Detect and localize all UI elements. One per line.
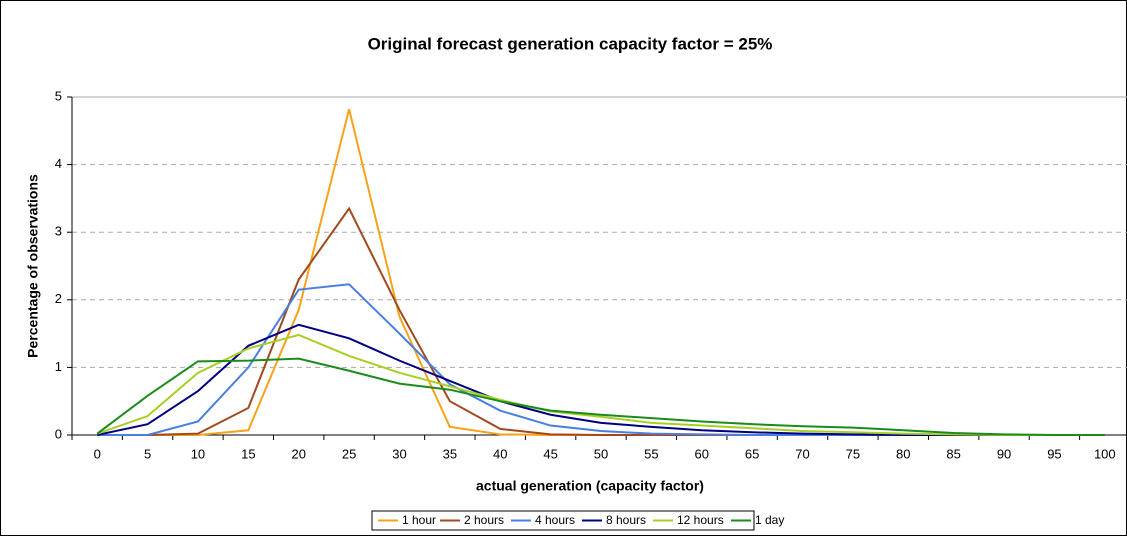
legend-label: 4 hours	[535, 513, 575, 527]
x-tick-label: 50	[594, 446, 608, 461]
x-tick-label: 30	[392, 446, 406, 461]
y-tick-label: 2	[55, 291, 62, 306]
x-tick-label: 0	[94, 446, 101, 461]
legend: 1 hour 2 hours 4 hours 8 hours 12 hours 1 day	[371, 510, 784, 531]
x-tick-label: 25	[342, 446, 356, 461]
x-tick-label: 90	[997, 446, 1011, 461]
series-line	[96, 333, 1105, 436]
x-tick-label: 80	[896, 446, 910, 461]
x-tick-label: 75	[846, 446, 860, 461]
x-tick-label: 65	[745, 446, 759, 461]
x-tick-label: 60	[695, 446, 709, 461]
legend-label: 2 hours	[464, 513, 504, 527]
x-tick-label: 45	[543, 446, 557, 461]
x-tick-label: 20	[291, 446, 305, 461]
x-tick-label: 85	[946, 446, 960, 461]
x-tick-label: 70	[795, 446, 809, 461]
y-axis-label: Percentage of observations	[25, 174, 41, 358]
x-tick-label: 100	[1094, 446, 1116, 461]
x-axis-label: actual generation (capacity factor)	[476, 478, 704, 494]
x-tick-label: 35	[443, 446, 457, 461]
y-tick-label: 5	[55, 88, 62, 103]
legend-label: 8 hours	[606, 513, 646, 527]
y-tick-label: 0	[55, 426, 62, 441]
legend-box	[371, 510, 755, 531]
x-tick-label: 40	[493, 446, 507, 461]
y-tick-label: 1	[55, 359, 62, 374]
x-tick-label: 95	[1047, 446, 1061, 461]
x-tick-label: 10	[191, 446, 205, 461]
x-tick-label: 15	[241, 446, 255, 461]
legend-label: 1 day	[755, 513, 784, 527]
x-tick-label: 55	[644, 446, 658, 461]
legend-label: 1 hour	[402, 513, 436, 527]
legend-label: 12 hours	[677, 513, 724, 527]
x-tick-label: 5	[144, 446, 151, 461]
series-line	[96, 357, 1105, 436]
chart-title: Original forecast generation capacity fa…	[368, 34, 773, 53]
y-tick-label: 4	[55, 156, 62, 171]
y-tick-label: 3	[55, 224, 62, 239]
